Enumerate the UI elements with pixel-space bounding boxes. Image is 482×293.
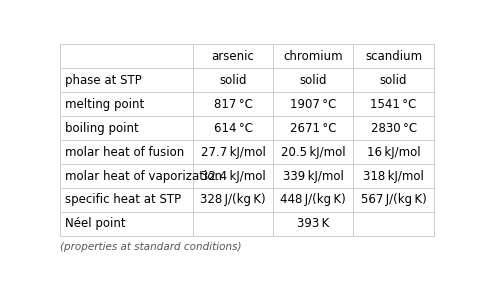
- Text: boiling point: boiling point: [65, 122, 138, 134]
- Text: 27.7 kJ/mol: 27.7 kJ/mol: [201, 146, 266, 159]
- Text: Néel point: Néel point: [65, 217, 125, 231]
- Text: specific heat at STP: specific heat at STP: [65, 193, 181, 207]
- Text: 339 kJ/mol: 339 kJ/mol: [283, 170, 344, 183]
- Text: solid: solid: [219, 74, 247, 87]
- Text: phase at STP: phase at STP: [65, 74, 142, 87]
- Text: arsenic: arsenic: [212, 50, 254, 63]
- Text: molar heat of fusion: molar heat of fusion: [65, 146, 184, 159]
- Text: 32.4 kJ/mol: 32.4 kJ/mol: [201, 170, 266, 183]
- Text: solid: solid: [300, 74, 327, 87]
- Text: 817 °C: 817 °C: [214, 98, 253, 111]
- Text: 1541 °C: 1541 °C: [371, 98, 417, 111]
- Text: 328 J/(kg K): 328 J/(kg K): [200, 193, 266, 207]
- Text: (properties at standard conditions): (properties at standard conditions): [60, 242, 242, 252]
- Text: 393 K: 393 K: [297, 217, 330, 231]
- Text: 16 kJ/mol: 16 kJ/mol: [367, 146, 420, 159]
- Text: solid: solid: [380, 74, 407, 87]
- Text: 614 °C: 614 °C: [214, 122, 253, 134]
- Text: 567 J/(kg K): 567 J/(kg K): [361, 193, 427, 207]
- Text: 20.5 kJ/mol: 20.5 kJ/mol: [281, 146, 346, 159]
- Text: 1907 °C: 1907 °C: [290, 98, 336, 111]
- Text: 2830 °C: 2830 °C: [371, 122, 417, 134]
- Text: scandium: scandium: [365, 50, 422, 63]
- Text: 318 kJ/mol: 318 kJ/mol: [363, 170, 424, 183]
- Text: 448 J/(kg K): 448 J/(kg K): [281, 193, 346, 207]
- Text: chromium: chromium: [283, 50, 343, 63]
- Text: 2671 °C: 2671 °C: [290, 122, 336, 134]
- Text: molar heat of vaporization: molar heat of vaporization: [65, 170, 222, 183]
- Text: melting point: melting point: [65, 98, 144, 111]
